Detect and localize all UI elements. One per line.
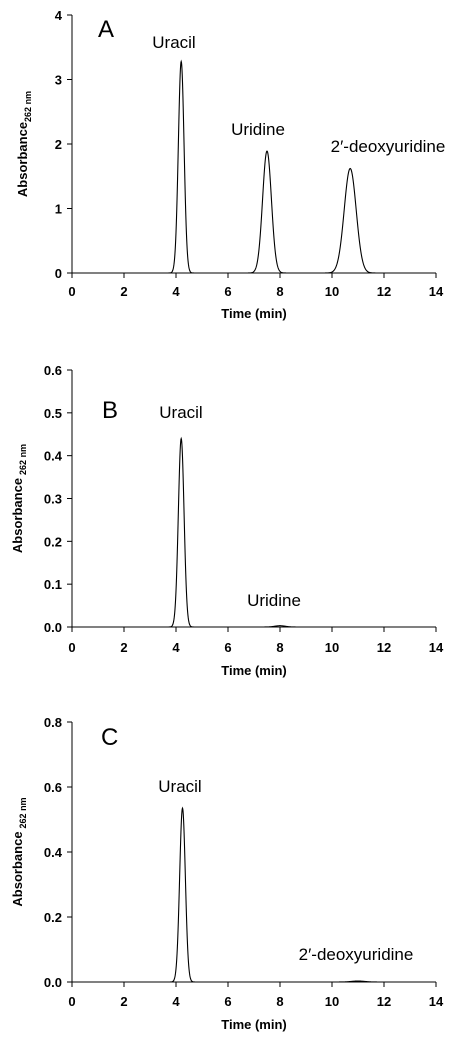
y-axis-title-subscript: 262 nm: [18, 444, 28, 475]
panel-letter: B: [102, 397, 118, 424]
peak-label: 2′-deoxyuridine: [331, 137, 446, 156]
y-tick-label: 0: [55, 266, 62, 281]
x-tick-label: 8: [276, 994, 283, 1009]
y-tick-label: 0.6: [44, 363, 62, 378]
peak-label: Uracil: [152, 33, 195, 52]
x-tick-label: 8: [276, 284, 283, 299]
peak-label: Uracil: [159, 403, 202, 422]
y-axis-title-main: Absorbance: [10, 478, 25, 553]
x-axis-title: Time (min): [221, 663, 287, 678]
peak-label: 2′-deoxyuridine: [299, 945, 414, 964]
x-tick-label: 2: [120, 640, 127, 655]
y-tick-label: 0.2: [44, 534, 62, 549]
y-tick-label: 4: [55, 8, 63, 23]
x-tick-label: 8: [276, 640, 283, 655]
peak-label: Uracil: [158, 777, 201, 796]
panel-c: 0 2 4 6 8 10 12 14 0.0 0.2 0.4 0.6 0.8 Time (min) Abso…: [10, 715, 444, 1032]
y-tick-label: 3: [55, 73, 62, 88]
x-tick-label: 6: [224, 994, 231, 1009]
x-tick-label: 14: [429, 640, 444, 655]
x-tick-label: 12: [377, 640, 391, 655]
x-tick-label: 2: [120, 994, 127, 1009]
y-tick-label: 0.2: [44, 910, 62, 925]
y-axis-title: Absorbance262 nm: [15, 91, 33, 197]
x-tick-label: 4: [172, 284, 180, 299]
x-tick-label: 10: [325, 994, 339, 1009]
x-tick-label: 6: [224, 284, 231, 299]
peak-label: Uridine: [247, 591, 301, 610]
y-tick-label: 0.4: [44, 449, 63, 464]
x-tick-label: 14: [429, 994, 444, 1009]
y-axis-title-main: Absorbance: [10, 831, 25, 906]
x-tick-label: 6: [224, 640, 231, 655]
y-axis-title-subscript: 262 nm: [18, 797, 28, 828]
x-axis-title: Time (min): [221, 1017, 287, 1032]
x-tick-label: 0: [68, 284, 75, 299]
x-tick-label: 4: [172, 640, 180, 655]
y-axis-title: Absorbance 262 nm: [10, 444, 28, 553]
panel-letter: A: [98, 16, 114, 43]
x-tick-label: 0: [68, 640, 75, 655]
y-tick-label: 0.4: [44, 845, 63, 860]
y-tick-label: 0.5: [44, 406, 62, 421]
chromatogram-trace: [124, 59, 384, 274]
y-tick-label: 1: [55, 202, 62, 217]
panel-letter: C: [101, 724, 118, 751]
y-tick-label: 0.8: [44, 715, 62, 730]
x-tick-label: 12: [377, 994, 391, 1009]
x-tick-label: 14: [429, 284, 444, 299]
x-tick-label: 10: [325, 640, 339, 655]
x-tick-label: 4: [172, 994, 180, 1009]
x-axis-title: Time (min): [221, 306, 287, 321]
chromatogram-trace: [150, 806, 384, 983]
y-tick-label: 2: [55, 137, 62, 152]
y-axis-title: Absorbance 262 nm: [10, 797, 28, 906]
y-axis-title-main: Absorbance: [15, 122, 30, 197]
y-tick-label: 0.1: [44, 577, 62, 592]
chromatogram-trace: [124, 436, 384, 628]
panel-b: 0 2 4 6 8 10 12 14 0.0 0.1 0.2 0.3 0.4 0.5 0.6 Time (mi…: [10, 363, 444, 678]
x-tick-label: 0: [68, 994, 75, 1009]
y-tick-label: 0.0: [44, 620, 62, 635]
x-tick-label: 10: [325, 284, 339, 299]
y-axis-title-subscript: 262 nm: [23, 91, 33, 122]
y-tick-label: 0.6: [44, 780, 62, 795]
y-tick-label: 0.3: [44, 492, 62, 507]
y-tick-label: 0.0: [44, 975, 62, 990]
x-tick-label: 12: [377, 284, 391, 299]
peak-label: Uridine: [231, 120, 285, 139]
x-tick-label: 2: [120, 284, 127, 299]
